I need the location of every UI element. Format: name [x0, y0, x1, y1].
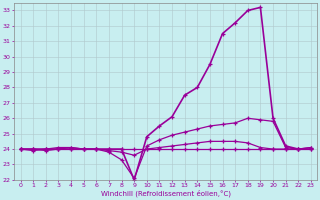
- X-axis label: Windchill (Refroidissement éolien,°C): Windchill (Refroidissement éolien,°C): [101, 190, 231, 197]
